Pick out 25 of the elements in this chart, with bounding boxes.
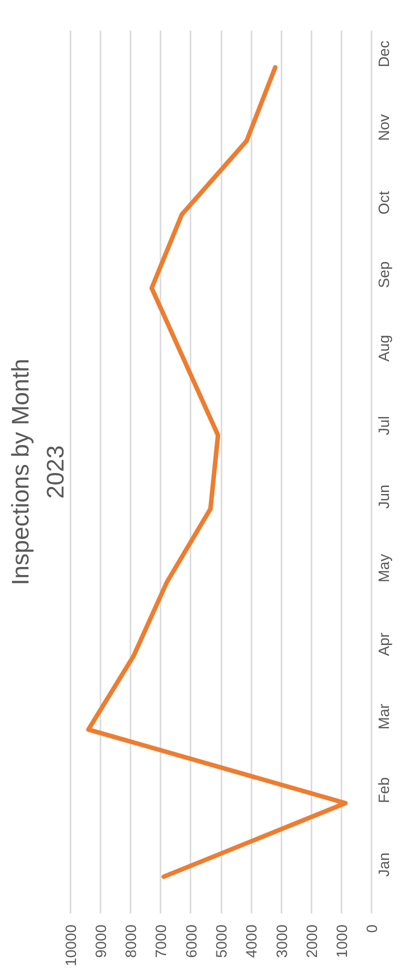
y-tick-label: Oct (376, 190, 393, 214)
x-tick-label: 0 (364, 924, 382, 933)
x-tick-label: 10000 (62, 924, 80, 966)
x-tick-label: 2000 (304, 924, 321, 958)
text: 2023 (42, 445, 70, 499)
y-tick-label: May (376, 554, 393, 582)
y-tick-label: Nov (376, 114, 393, 141)
y-tick-label: Sep (376, 261, 393, 288)
text: Inspections by Month (8, 358, 34, 586)
x-tick-label: 5000 (214, 924, 230, 958)
x-tick-label: 6000 (183, 924, 200, 958)
y-tick-label: Mar (376, 704, 393, 730)
x-tick-label: 1000 (334, 924, 352, 958)
y-tick-label: Jul (376, 416, 393, 436)
y-tick-label: Jun (376, 484, 393, 509)
x-tick-label: 7000 (153, 924, 170, 958)
x-tick-label: 8000 (123, 924, 140, 958)
y-tick-label: Feb (376, 777, 393, 804)
y-tick-label: Apr (376, 632, 393, 656)
x-tick-label: 4000 (244, 924, 261, 958)
y-tick-label: Jan (376, 852, 393, 877)
y-tick-label: Dec (376, 40, 393, 68)
x-tick-label: 9000 (92, 924, 110, 958)
x-tick-label: 3000 (274, 924, 291, 958)
y-tick-label: Aug (376, 334, 393, 362)
